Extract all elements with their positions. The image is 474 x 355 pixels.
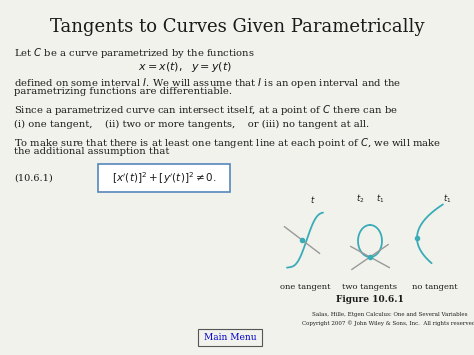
Text: $x = x(t),\ \ y = y(t)$: $x = x(t),\ \ y = y(t)$: [138, 60, 232, 74]
Text: defined on some interval $I$. We will assume that $I$ is an open interval and th: defined on some interval $I$. We will as…: [14, 76, 401, 90]
FancyBboxPatch shape: [98, 164, 230, 192]
Text: one tangent: one tangent: [280, 283, 330, 291]
Text: no tangent: no tangent: [412, 283, 458, 291]
Text: (i) one tangent,    (ii) two or more tangents,    or (iii) no tangent at all.: (i) one tangent, (ii) two or more tangen…: [14, 120, 369, 129]
Text: two tangents: two tangents: [343, 283, 398, 291]
Text: (10.6.1): (10.6.1): [14, 174, 53, 182]
Text: $t_1$: $t_1$: [443, 192, 451, 205]
Text: Let $C$ be a curve parametrized by the functions: Let $C$ be a curve parametrized by the f…: [14, 46, 255, 60]
Text: $[x'(t)]^2 + [y'(t)]^2 \neq 0.$: $[x'(t)]^2 + [y'(t)]^2 \neq 0.$: [111, 170, 216, 186]
Text: the additional assumption that: the additional assumption that: [14, 147, 169, 156]
FancyBboxPatch shape: [198, 329, 262, 346]
Text: Main Menu: Main Menu: [204, 333, 256, 342]
Text: Copyright 2007 © John Wiley & Sons, Inc.  All rights reserved.: Copyright 2007 © John Wiley & Sons, Inc.…: [302, 320, 474, 326]
Text: Tangents to Curves Given Parametrically: Tangents to Curves Given Parametrically: [50, 18, 424, 36]
Text: Salas, Hille, Etgen Calculus: One and Several Variables: Salas, Hille, Etgen Calculus: One and Se…: [312, 312, 468, 317]
Text: $t_1$: $t_1$: [376, 192, 384, 205]
Text: Figure 10.6.1: Figure 10.6.1: [336, 295, 404, 304]
Text: parametrizing functions are differentiable.: parametrizing functions are differentiab…: [14, 87, 232, 96]
Text: $t_2$: $t_2$: [356, 192, 364, 205]
Text: $t$: $t$: [310, 194, 316, 205]
Text: Since a parametrized curve can intersect itself, at a point of $C$ there can be: Since a parametrized curve can intersect…: [14, 103, 398, 117]
Text: To make sure that there is at least one tangent line at each point of $C$, we wi: To make sure that there is at least one …: [14, 136, 441, 150]
